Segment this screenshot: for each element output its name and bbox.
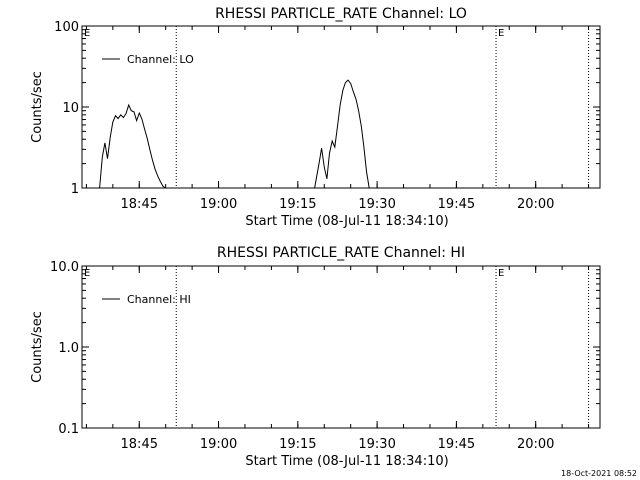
legend-entry: Channel: HI — [127, 293, 191, 306]
y-axis-label: Counts/sec — [30, 71, 45, 143]
x-tick-label: 19:45 — [438, 437, 475, 452]
y-axis-label: Counts/sec — [30, 311, 45, 383]
chart-title: RHESSI PARTICLE_RATE Channel: LO — [215, 6, 467, 22]
x-tick-label: 20:00 — [517, 437, 554, 452]
x-tick-label: 19:45 — [438, 197, 475, 212]
y-tick-label: 100 — [54, 20, 79, 35]
y-tick-label: 0.1 — [58, 422, 79, 437]
legend-entry: Channel: LO — [127, 53, 194, 66]
x-tick-label: 20:00 — [517, 197, 554, 212]
panel-lo: RHESSI PARTICLE_RATE Channel: LO 1 10 100 18… — [30, 6, 601, 229]
plot-timestamp: 18-Oct-2021 08:52 — [561, 469, 637, 478]
x-tick-label: 18:45 — [121, 437, 158, 452]
x-axis-label: Start Time (08-Jul-11 18:34:10) — [245, 454, 448, 469]
edge-marker-label: E — [84, 268, 90, 279]
y-tick-label: 10.0 — [50, 260, 79, 275]
x-tick-label: 18:45 — [121, 197, 158, 212]
x-tick-label: 19:30 — [358, 197, 395, 212]
time-marker-label: E — [498, 28, 504, 39]
y-tick-label: 10 — [62, 101, 79, 116]
time-marker-label: E — [498, 268, 504, 279]
plot-frame — [81, 25, 601, 189]
y-tick-label: 1 — [71, 182, 79, 197]
x-tick-label: 19:15 — [279, 437, 316, 452]
y-tick-label: 1.0 — [58, 341, 79, 356]
x-tick-label: 19:30 — [358, 437, 395, 452]
edge-marker-label: E — [84, 28, 90, 39]
x-tick-label: 19:00 — [200, 197, 237, 212]
series-line — [99, 103, 166, 189]
plot-frame — [81, 265, 601, 429]
series-line — [314, 79, 370, 189]
x-tick-label: 19:00 — [200, 437, 237, 452]
x-axis-label: Start Time (08-Jul-11 18:34:10) — [245, 214, 448, 229]
x-tick-label: 19:15 — [279, 197, 316, 212]
chart-title: RHESSI PARTICLE_RATE Channel: HI — [217, 245, 465, 261]
panel-hi: RHESSI PARTICLE_RATE Channel: HI 0.1 1.0 10… — [30, 245, 601, 469]
